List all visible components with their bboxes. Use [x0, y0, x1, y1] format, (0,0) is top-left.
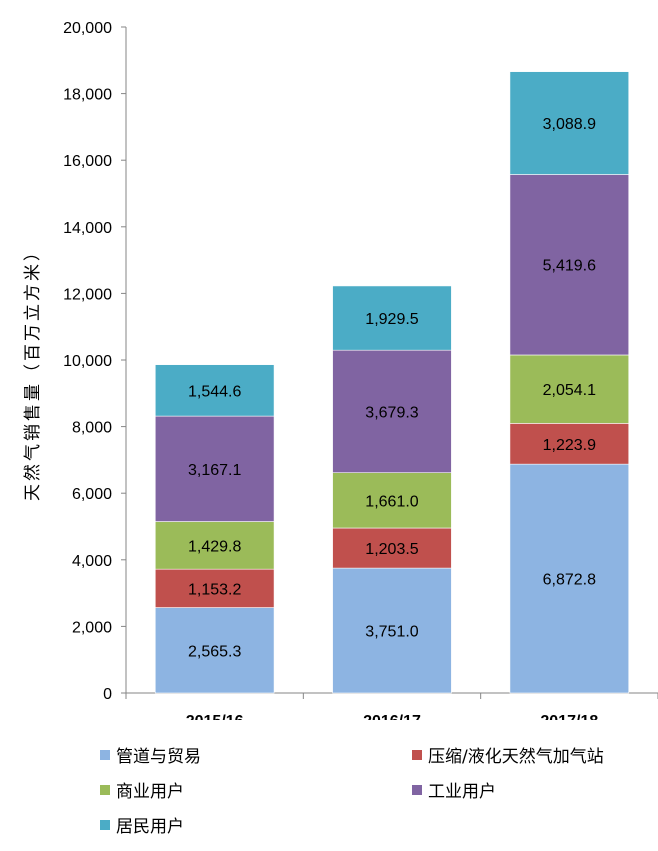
bar-segment [332, 285, 452, 351]
x-tick-label: 2016/17 [363, 713, 421, 720]
data-label: 1,153.2 [188, 581, 241, 598]
y-tick-label: 4,000 [72, 553, 112, 570]
data-labels: 2,565.3 1,153.2 1,429.8 3,167.1 1,544.6 3,751… [188, 116, 596, 660]
legend-label: 商业用户 [116, 782, 184, 802]
bar-segment [332, 472, 452, 529]
legend-swatch [100, 784, 110, 795]
x-tick-label: 2015/16 [186, 713, 244, 720]
bar-segment [509, 174, 630, 356]
legend-swatch [412, 749, 422, 760]
x-tick-label: 2017/18 [540, 713, 598, 720]
bar-segment [509, 423, 630, 465]
data-label: 1,203.5 [365, 541, 418, 558]
legend-item: 商业用户 [100, 777, 184, 802]
stacked-bar-chart: 0 2,000 4,000 6,000 8,000 10,000 12,000 14,000 1… [23, 20, 658, 720]
legend-label: 工业用户 [428, 782, 496, 802]
legend-swatch [412, 784, 422, 795]
data-label: 3,088.9 [543, 116, 596, 133]
y-tick-label: 20,000 [63, 20, 112, 37]
legend-item: 压缩/液化天然气加气站 [412, 742, 604, 767]
y-tick-label: 0 [103, 686, 112, 703]
bar-segment [509, 463, 630, 694]
y-tick-label: 16,000 [63, 153, 112, 170]
data-label: 1,544.6 [188, 383, 241, 400]
legend-item: 居民用户 [100, 812, 184, 837]
data-label: 2,565.3 [188, 643, 241, 660]
y-axis: 0 2,000 4,000 6,000 8,000 10,000 12,000 14,000 1… [63, 20, 127, 703]
data-label: 1,429.8 [188, 538, 241, 555]
y-axis-label: 天然气销售量（百万立方米） [23, 241, 43, 501]
legend-label: 居民用户 [116, 817, 184, 837]
data-label: 6,872.8 [543, 572, 596, 589]
data-label: 5,419.6 [543, 258, 596, 275]
legend-swatch [100, 819, 110, 830]
bar-segment [332, 527, 452, 569]
bar-segment [154, 568, 275, 608]
bars [154, 71, 630, 694]
y-tick-label: 6,000 [72, 486, 112, 503]
legend-swatch [100, 749, 110, 760]
bar-segment [509, 354, 630, 424]
y-tick-label: 12,000 [63, 286, 112, 303]
data-label: 3,167.1 [188, 462, 241, 479]
bar-segment [154, 607, 275, 694]
y-tick-label: 2,000 [72, 619, 112, 636]
y-tick-label: 14,000 [63, 220, 112, 237]
legend-label: 压缩/液化天然气加气站 [428, 747, 604, 767]
legend-label: 管道与贸易 [116, 747, 201, 767]
bar-segment [154, 415, 275, 522]
y-tick-label: 8,000 [72, 420, 112, 437]
y-tick-label: 10,000 [63, 353, 112, 370]
bar-segment [154, 521, 275, 570]
x-axis: 2015/16 2016/17 2017/18 [125, 692, 658, 720]
data-label: 2,054.1 [543, 382, 596, 399]
bar-segment [154, 364, 275, 417]
bar-segment [332, 349, 452, 474]
data-label: 3,751.0 [365, 624, 418, 641]
data-label: 3,679.3 [365, 404, 418, 421]
bar-segment [332, 567, 452, 694]
y-tick-label: 18,000 [63, 87, 112, 104]
legend-item: 管道与贸易 [100, 742, 201, 767]
legend-item: 工业用户 [412, 777, 496, 802]
data-label: 1,929.5 [365, 311, 418, 328]
bar-segment [509, 71, 630, 175]
data-label: 1,223.9 [543, 437, 596, 454]
data-label: 1,661.0 [365, 493, 418, 510]
